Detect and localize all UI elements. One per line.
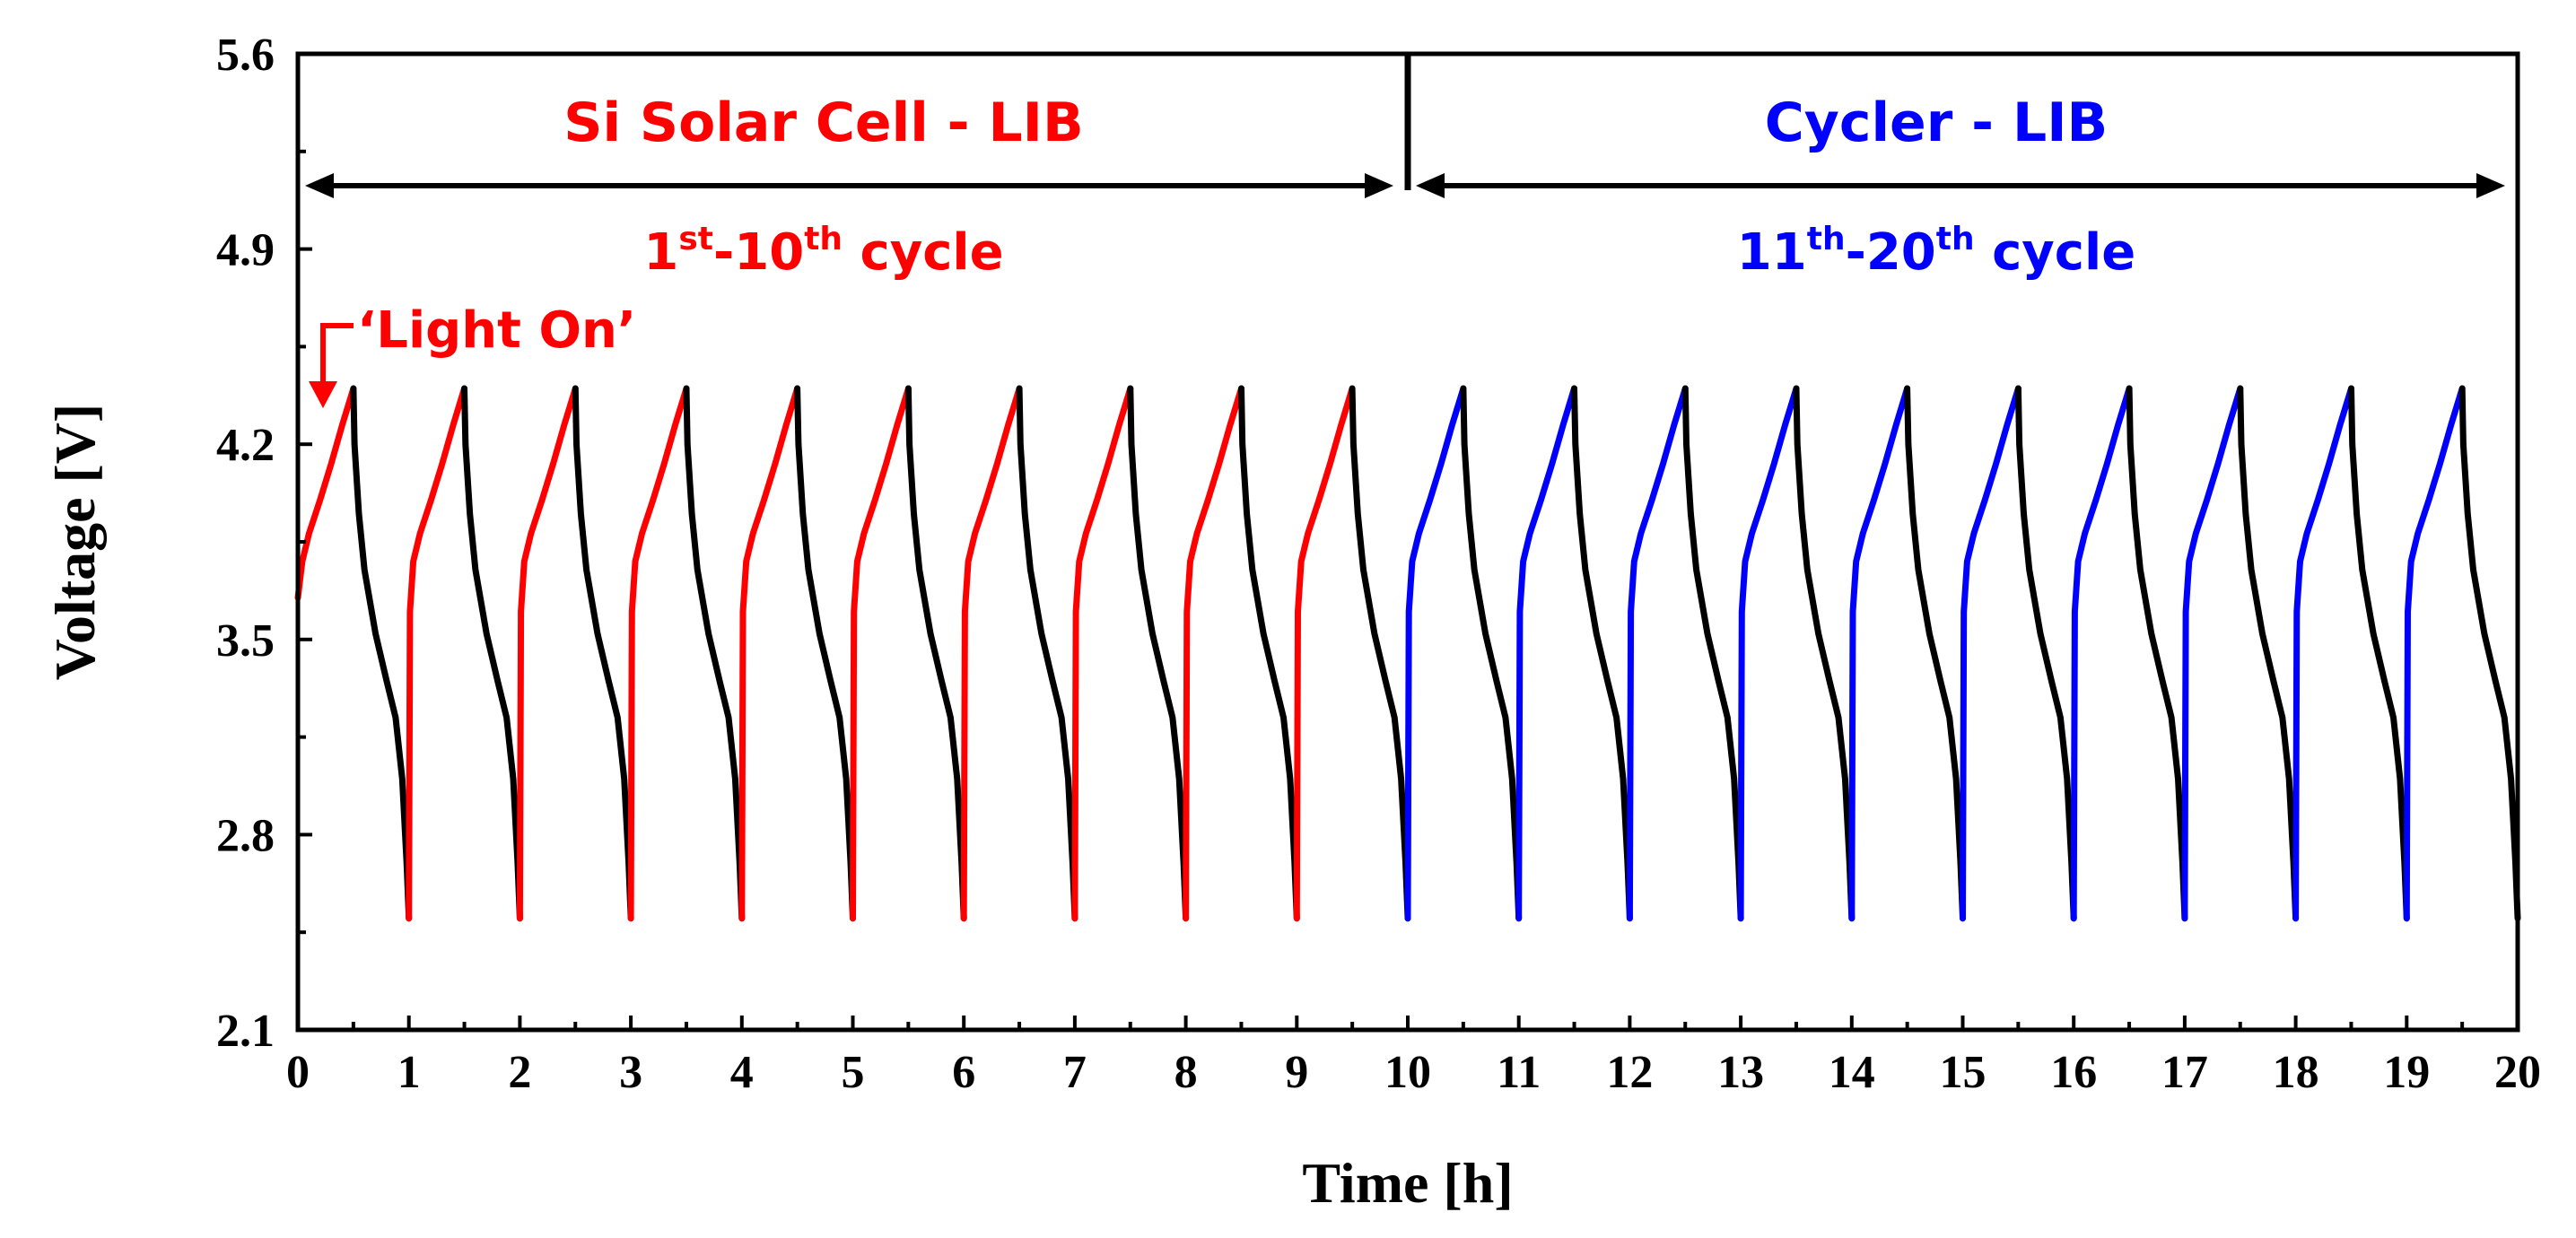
- discharge-curve-cycle-1: [350, 385, 413, 922]
- discharge-curve-cycle-6: [904, 385, 967, 922]
- discharge-curve-cycle-4: [683, 385, 746, 922]
- x-tick-label: 3: [619, 1047, 642, 1098]
- y-tick-label: 2.8: [216, 810, 275, 861]
- y-tick-label: 4.2: [216, 420, 275, 471]
- x-tick-label: 10: [1384, 1047, 1431, 1098]
- discharge-curve-cycle-2: [461, 385, 523, 922]
- x-tick-label: 14: [1829, 1047, 1875, 1098]
- x-axis-title: Time [h]: [1302, 1151, 1513, 1215]
- x-tick-label: 2: [508, 1047, 531, 1098]
- region-left-label: Si Solar Cell - LIB: [563, 92, 1083, 154]
- left-range-arrow: [305, 173, 1393, 198]
- charge-curve-cycle-11: [1404, 385, 1467, 922]
- discharge-curve-cycle-7: [1016, 385, 1078, 922]
- discharge-curve-cycle-14: [1793, 385, 1856, 922]
- discharge-curve-cycle-16: [2014, 385, 2077, 922]
- charge-curve-cycle-9: [1183, 385, 1244, 922]
- charge-curve-cycle-18: [2181, 385, 2244, 922]
- x-tick-label: 15: [1940, 1047, 1987, 1098]
- charge-curve-cycle-1: [294, 385, 357, 601]
- y-tick-label: 3.5: [216, 615, 275, 667]
- y-tick-label: 2.1: [216, 1006, 275, 1057]
- charge-curve-cycle-20: [2403, 385, 2466, 922]
- light-on-annotation: ‘Light On’: [309, 301, 636, 408]
- discharge-curve-cycle-10: [1349, 385, 1411, 922]
- x-tick-label: 17: [2161, 1047, 2208, 1098]
- light-on-label: ‘Light On’: [357, 301, 636, 360]
- cycles-left-label: 1st-10th cycle: [643, 221, 1003, 282]
- charge-curve-cycle-13: [1626, 385, 1689, 922]
- discharge-curve-cycle-5: [794, 385, 856, 922]
- x-tick-label: 20: [2494, 1047, 2541, 1098]
- charge-curve-cycle-12: [1515, 385, 1577, 922]
- charge-curve-cycle-19: [2292, 385, 2354, 922]
- x-tick-label: 1: [397, 1047, 421, 1098]
- x-tick-label: 4: [730, 1047, 754, 1098]
- discharge-curve-cycle-8: [1127, 385, 1190, 922]
- charge-curve-cycle-17: [2070, 385, 2133, 922]
- x-tick-label: 18: [2273, 1047, 2319, 1098]
- x-tick-label: 7: [1063, 1047, 1087, 1098]
- x-tick-label: 19: [2383, 1047, 2430, 1098]
- charge-curve-cycle-8: [1071, 385, 1134, 922]
- discharge-curve-cycle-3: [572, 385, 634, 922]
- y-tick-label: 5.6: [216, 30, 275, 81]
- x-tick-label: 11: [1497, 1047, 1541, 1098]
- discharge-curve-cycle-9: [1238, 385, 1300, 922]
- charge-curve-cycle-16: [1960, 385, 2022, 922]
- x-tick-label: 13: [1717, 1047, 1764, 1098]
- discharge-curve-cycle-13: [1681, 385, 1744, 922]
- discharge-curve-cycle-15: [1904, 385, 1966, 922]
- discharge-curve-cycle-20: [2458, 385, 2521, 922]
- charge-curve-cycle-2: [406, 385, 467, 922]
- discharge-curve-cycle-12: [1571, 385, 1633, 922]
- y-axis-title: Voltage [V]: [43, 404, 107, 681]
- discharge-curve-cycle-11: [1460, 385, 1523, 922]
- discharge-curve-cycle-17: [2126, 385, 2188, 922]
- charge-curve-cycle-15: [1848, 385, 1911, 922]
- x-tick-label: 0: [286, 1047, 310, 1098]
- ticks-layer: 0 1 2 3 4 5 6 7 8 9 10 11 12 13 14 15 16 17 18 19 202.12.83.…: [216, 30, 2541, 1098]
- y-tick-label: 4.9: [216, 225, 275, 276]
- cycles-right-label: 11th-20th cycle: [1737, 221, 2135, 282]
- right-range-arrow: [1416, 173, 2505, 198]
- x-tick-label: 8: [1174, 1047, 1198, 1098]
- charge-curve-cycle-6: [850, 385, 912, 922]
- x-tick-label: 16: [2050, 1047, 2097, 1098]
- charge-curve-cycle-10: [1293, 385, 1356, 922]
- series-layer: [294, 385, 2521, 922]
- discharge-curve-cycle-19: [2348, 385, 2410, 922]
- charge-curve-cycle-7: [960, 385, 1023, 922]
- discharge-curve-cycle-18: [2237, 385, 2300, 922]
- charge-curve-cycle-5: [738, 385, 801, 922]
- charge-curve-cycle-3: [516, 385, 579, 922]
- charge-curve-cycle-14: [1737, 385, 1800, 922]
- x-tick-label: 5: [842, 1047, 865, 1098]
- x-tick-label: 9: [1285, 1047, 1308, 1098]
- region-right-label: Cycler - LIB: [1765, 92, 2109, 154]
- x-tick-label: 12: [1606, 1047, 1653, 1098]
- x-tick-label: 6: [952, 1047, 975, 1098]
- charge-curve-cycle-4: [627, 385, 690, 922]
